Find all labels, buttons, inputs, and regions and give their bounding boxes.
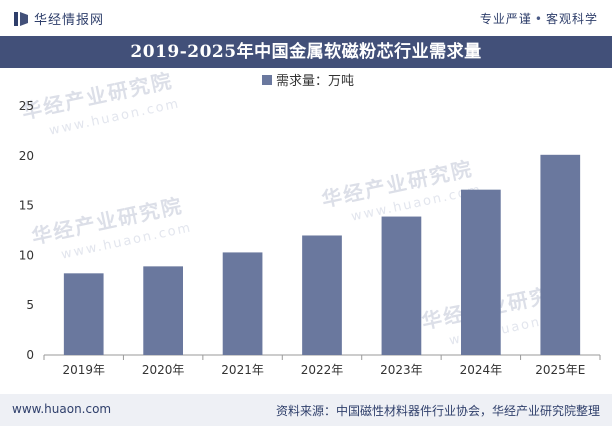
y-tick-label: 0 [26,348,34,362]
logo-icon [14,11,28,26]
legend: 需求量：万吨 [262,74,354,89]
y-tick-label: 25 [19,99,34,113]
x-tick-label: 2019年 [62,363,105,377]
bar [302,235,342,355]
bar [461,189,501,355]
bar [222,252,263,355]
x-tick-label: 2024年 [460,363,503,377]
legend-label: 需求量：万吨 [276,74,354,89]
y-tick-label: 20 [19,149,34,163]
x-tick-label: 2025年E [535,363,585,377]
logo-text: 华经情报网 [34,13,105,28]
slogan: 专业严谨 • 客观科学 [480,10,598,27]
y-tick-label: 15 [19,199,34,213]
bar [143,266,183,355]
x-tick-label: 2021年 [221,363,264,377]
chart-title: 2019-2025年中国金属软磁粉芯行业需求量 [0,36,612,68]
logo: 华经情报网 [14,9,104,28]
slogan-right: 客观科学 [545,12,598,26]
footer: www.huaon.com 资料来源：中国磁性材料器件行业协会，华经产业研究院整… [0,394,612,426]
top-bar: 华经情报网 专业严谨 • 客观科学 [0,0,612,36]
y-tick-label: 5 [26,298,34,312]
data-source: 资料来源：中国磁性材料器件行业协会，华经产业研究院整理 [275,404,600,418]
bar [63,273,104,355]
y-tick-label: 10 [19,248,34,262]
bar-chart: 需求量：万吨 0 5 10 15 20 25 2019年 2020年 2021年 2022年 2023… [19,74,601,377]
legend-swatch [262,75,272,85]
bar [540,154,581,355]
x-tick-label: 2023年 [380,363,423,377]
slogan-left: 专业严谨 [479,12,532,26]
x-tick-label: 2022年 [301,363,344,377]
x-tick-label: 2020年 [142,363,185,377]
slogan-dot-icon: • [534,12,543,26]
footer-url[interactable]: www.huaon.com [12,402,112,416]
bar [381,216,422,355]
